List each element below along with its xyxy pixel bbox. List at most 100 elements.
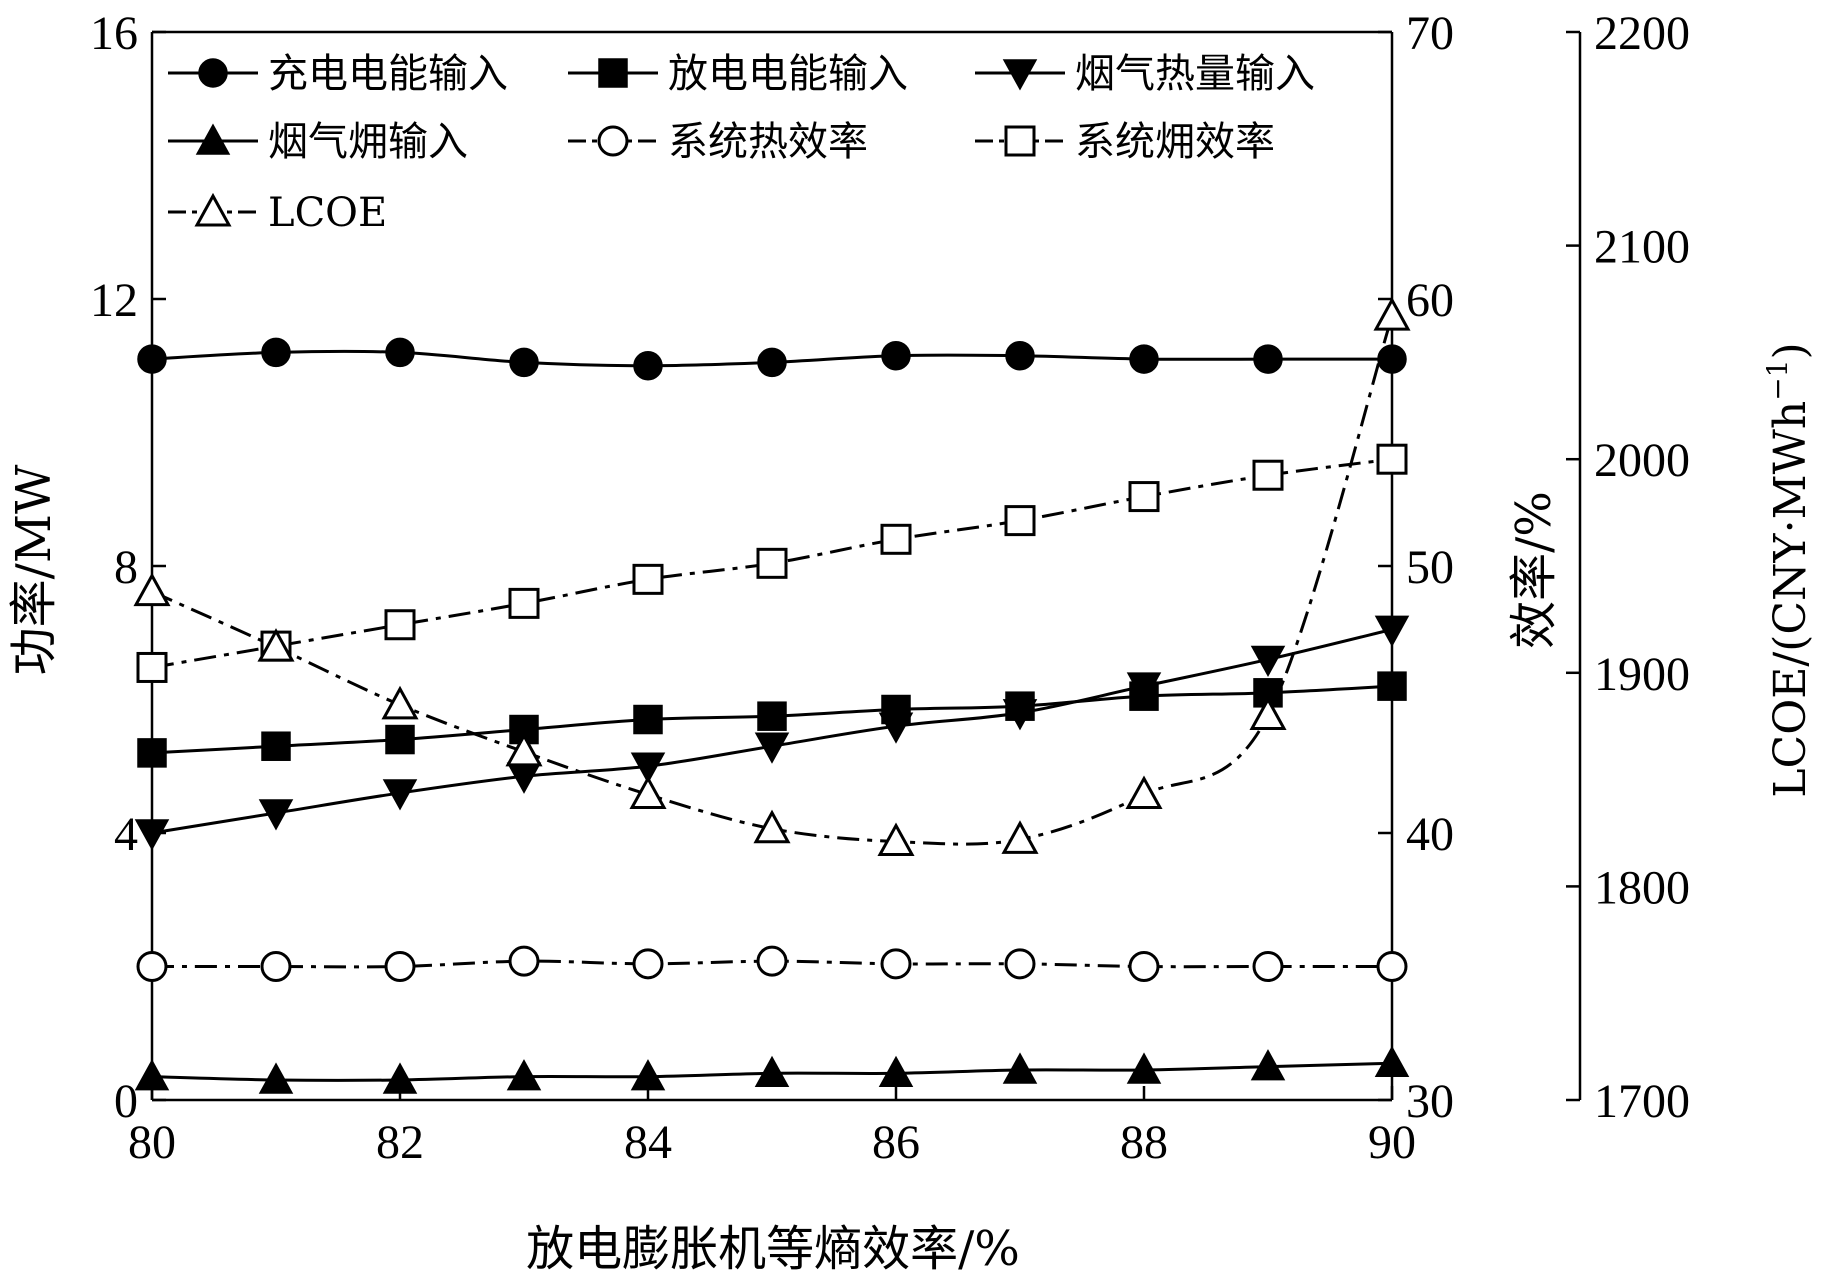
data-point-series-5 [1252, 951, 1284, 982]
left-tick-label: 8 [114, 541, 138, 594]
left-axis-title: 功率/MW [6, 464, 62, 675]
legend-marker [1002, 59, 1038, 91]
data-point-series-5 [508, 945, 540, 977]
data-point-series-3 [1002, 699, 1038, 731]
series-line-6 [151, 457, 1393, 669]
right-axis-2-title: LCOE/(CNY·MWh−1) [1761, 342, 1816, 797]
legend-marker [195, 123, 231, 155]
data-point-series-1 [137, 344, 167, 374]
lcoe-label-sup: −1 [1761, 360, 1794, 401]
legend-label: 烟气㶲输入 [268, 119, 468, 165]
data-point-series-6 [1376, 443, 1408, 475]
x-tick-label: 84 [624, 1116, 672, 1169]
data-point-series-2 [137, 738, 167, 768]
data-point-series-5 [384, 951, 416, 982]
data-point-series-4 [1374, 1045, 1410, 1078]
data-point-series-6 [632, 563, 664, 595]
data-point-series-2 [261, 731, 291, 761]
data-point-series-7 [629, 775, 667, 810]
x-tick-label: 80 [128, 1116, 176, 1169]
data-point-series-5 [260, 951, 292, 982]
data-point-series-1 [757, 347, 787, 378]
x-tick-label: 90 [1368, 1116, 1416, 1169]
x-tick-label: 88 [1120, 1116, 1168, 1169]
legend-label: 充电电能输入 [268, 51, 508, 97]
legend-marker [194, 192, 232, 227]
data-point-series-4 [1002, 1052, 1038, 1084]
data-point-series-6 [508, 587, 540, 619]
data-point-series-5 [880, 948, 912, 980]
data-point-series-1 [1377, 344, 1407, 374]
lcoe-label-prefix: LCOE/(CNY·MWh [1765, 401, 1816, 798]
data-point-series-1 [1129, 344, 1159, 374]
data-point-series-5 [136, 951, 168, 982]
right2-tick-label: 2200 [1594, 7, 1690, 60]
data-point-series-7 [257, 628, 295, 662]
data-point-series-7 [381, 685, 419, 720]
axes: 80 82 84 86 88 90 0 4 8 12 16 30 40 50 60 70 1700 1800 190… [90, 7, 1690, 1169]
data-point-series-6 [756, 547, 788, 579]
data-point-series-3 [134, 819, 170, 851]
data-point-series-6 [384, 609, 416, 641]
data-point-series-7 [1001, 820, 1039, 854]
right1-tick-label: 30 [1406, 1075, 1454, 1128]
data-point-series-7 [505, 732, 543, 767]
left-tick-label: 4 [114, 808, 138, 861]
right2-tick-label: 1900 [1594, 648, 1690, 701]
right2-tick-label: 1700 [1594, 1075, 1690, 1128]
data-point-series-6 [880, 523, 912, 555]
legend-marker [1004, 125, 1036, 157]
data-point-series-1 [881, 340, 911, 371]
x-tick-label: 86 [872, 1116, 920, 1169]
legend-label: 系统㶲效率 [1075, 119, 1275, 165]
data-point-series-2 [385, 724, 415, 755]
legend-marker [598, 58, 628, 88]
data-point-series-2 [633, 704, 663, 735]
data-point-series-3 [878, 712, 914, 744]
data-point-series-7 [1249, 696, 1287, 731]
x-tick-label: 82 [376, 1116, 424, 1169]
data-point-series-4 [878, 1055, 914, 1088]
data-point-series-3 [258, 799, 294, 831]
data-point-series-5 [632, 948, 664, 980]
data-point-series-1 [385, 337, 415, 368]
right1-tick-label: 50 [1406, 541, 1454, 594]
right1-tick-label: 60 [1406, 274, 1454, 327]
x-axis-title: 放电膨胀机等熵效率/% [526, 1221, 1020, 1277]
data-point-series-4 [134, 1059, 170, 1091]
right2-tick-label: 2100 [1594, 221, 1690, 274]
data-point-series-6 [136, 651, 168, 683]
data-point-series-4 [382, 1062, 418, 1094]
series-line-3 [151, 627, 1393, 835]
legend-marker [198, 58, 228, 88]
right1-tick-label: 40 [1406, 808, 1454, 861]
data-point-series-1 [261, 337, 291, 368]
legend-label: 烟气热量输入 [1075, 51, 1315, 97]
data-point-series-6 [1128, 481, 1160, 513]
data-point-series-3 [1250, 645, 1286, 678]
data-point-series-7 [1125, 775, 1163, 810]
left-tick-label: 12 [90, 274, 138, 327]
data-point-series-1 [1253, 344, 1283, 374]
right2-tick-label: 2000 [1594, 434, 1690, 487]
data-point-series-1 [509, 347, 539, 378]
data-point-series-4 [258, 1062, 294, 1094]
series-line-7 [151, 315, 1394, 846]
data-point-series-7 [1373, 296, 1411, 331]
data-point-series-6 [1004, 505, 1036, 537]
data-point-series-3 [382, 779, 418, 811]
lcoe-label-suffix: ) [1765, 342, 1816, 359]
data-point-series-3 [754, 732, 790, 764]
legend-label: LCOE [268, 190, 387, 236]
data-point-series-6 [1252, 459, 1284, 491]
data-point-series-7 [753, 809, 791, 844]
data-point-series-3 [1374, 615, 1410, 647]
data-point-series-4 [754, 1055, 790, 1088]
data-point-series-4 [630, 1059, 666, 1091]
data-point-series-2 [757, 701, 787, 731]
right2-tick-label: 1800 [1594, 861, 1690, 914]
data-point-series-4 [506, 1059, 542, 1091]
data-point-series-3 [1126, 672, 1162, 704]
